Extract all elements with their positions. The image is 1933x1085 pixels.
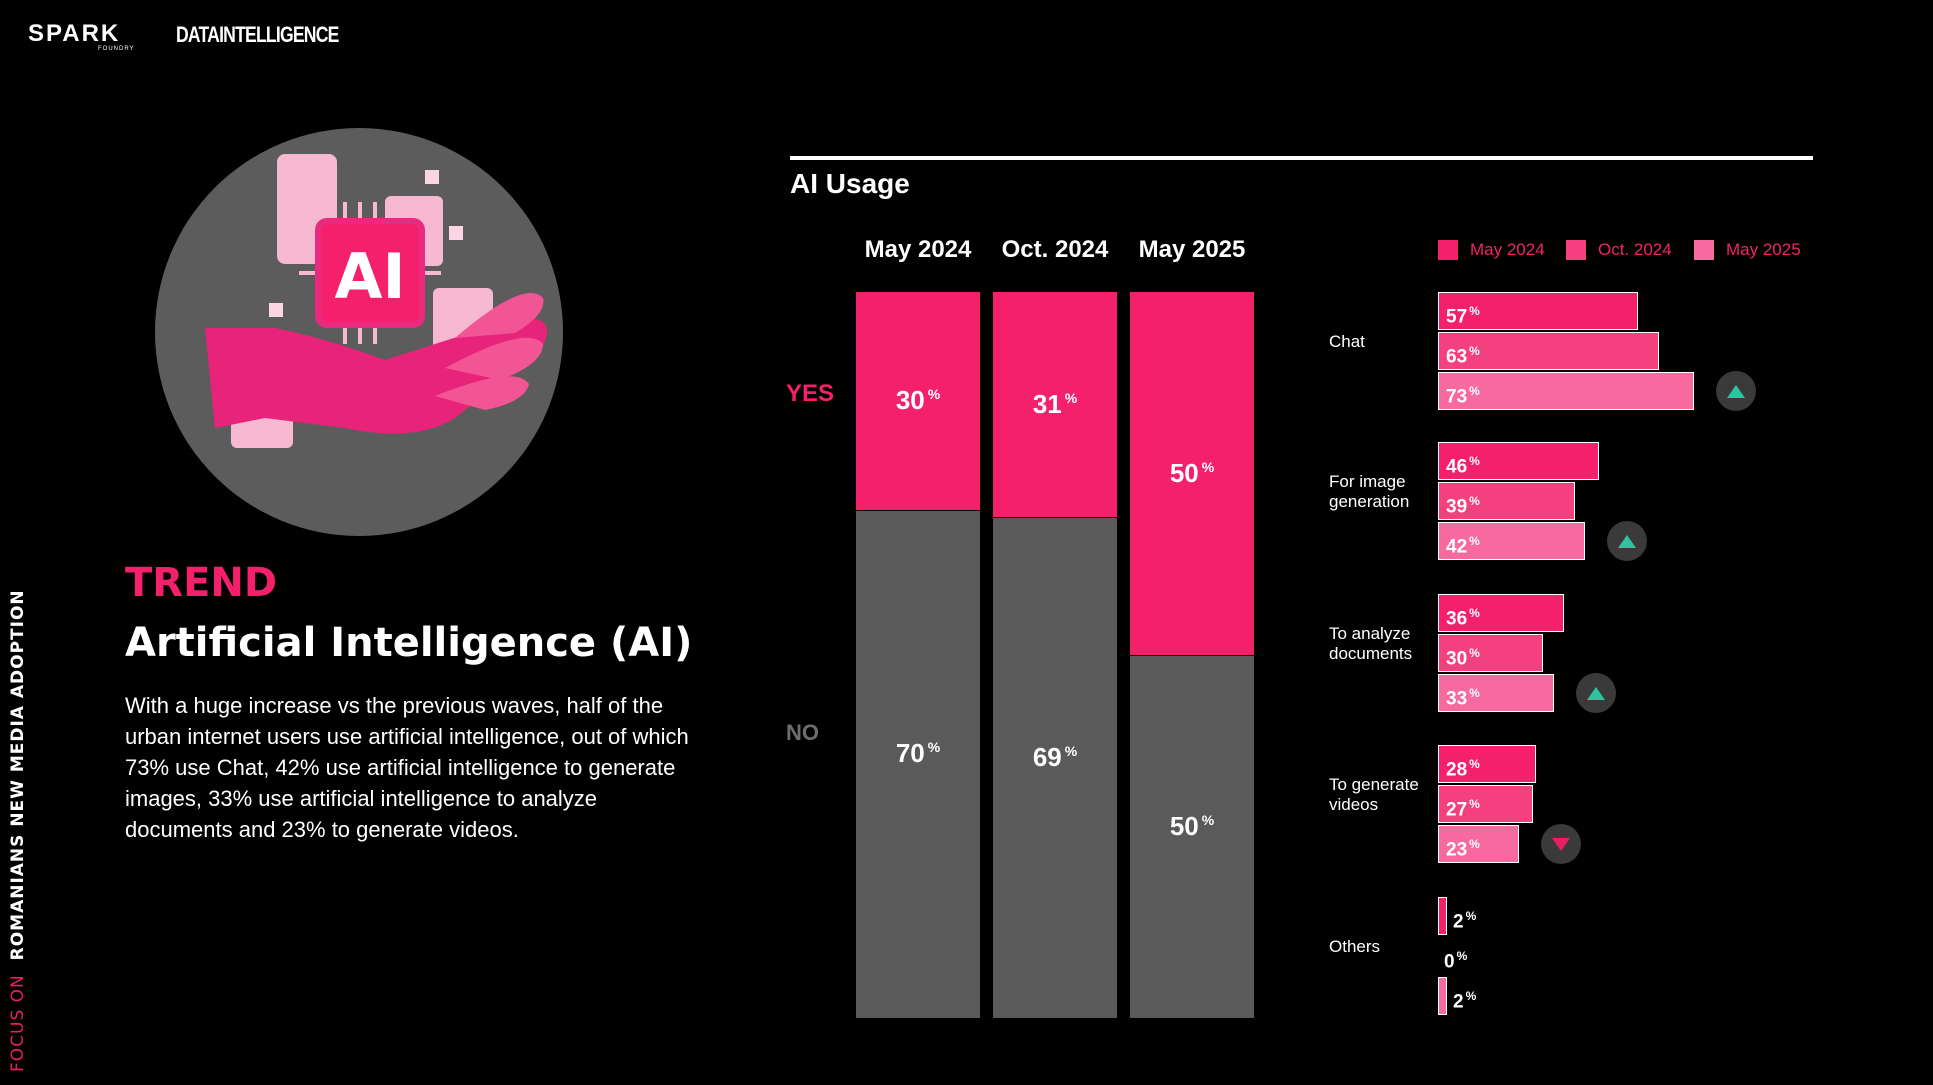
category-label: Others [1329,937,1381,956]
hbar [1438,674,1554,712]
legend-item: May 2024 [1438,240,1545,260]
trend-down-icon [1540,824,1581,864]
bar-segment-yes [1130,292,1254,655]
hbar-value-label: 42% [1446,534,1480,558]
hbar [1438,977,1447,1015]
category-label: To generate videos [1329,775,1419,814]
ai-chip-badge: AI [334,240,405,313]
spark-logo: SPARK [28,20,121,47]
hbar [1438,372,1694,410]
legend-label: May 2024 [1470,240,1545,259]
chart-title: AI Usage [790,168,910,199]
data-label-no: 50% [1169,810,1215,841]
trend-up-icon [1715,371,1756,411]
bar-segment-no [1130,656,1254,1018]
data-label-yes: 30% [895,384,941,415]
column-header: May 2024 [864,236,972,263]
hbar [1438,442,1599,480]
bar-segment-yes [856,292,980,510]
trend-up-icon [1607,521,1647,561]
hbar [1438,332,1659,370]
hbar [1438,897,1447,935]
legend-swatch [1694,240,1714,260]
stacked-column: 50% 50% [1130,292,1254,1018]
legend-swatch [1566,240,1586,260]
bar-segment-no [856,510,980,1018]
category-label: Chat [1329,332,1365,351]
side-caption-prefix: FOCUS ON [8,974,28,1072]
trend-label: TREND [125,560,278,606]
data-intelligence-logo: DATAINTELLIGENCE [176,22,339,47]
hbar-value-label: 39% [1446,494,1480,518]
hbar [1438,785,1533,823]
stacked-column: 30% 70% [856,292,980,1018]
column-header: May 2025 [1138,236,1246,263]
legend-label: May 2025 [1726,240,1801,259]
hbar-value-label: 57% [1446,304,1480,328]
trend-up-icon [1575,673,1616,713]
trend-description: With a huge increase vs the previous wav… [125,693,689,842]
hbar [1438,482,1575,520]
hbar-value-label: 63% [1446,344,1480,368]
series-label-no: NO [786,720,819,745]
bar-segment-yes [993,292,1117,518]
hbar [1438,825,1519,863]
category-label: For image generation [1329,472,1410,511]
side-caption: FOCUS ON ROMANIANS NEW MEDIA ADOPTION [8,589,28,1072]
hbar-value-label: 2% [1453,989,1477,1013]
trend-title: Artificial Intelligence (AI) [125,620,693,666]
hbar [1438,745,1536,783]
hbar [1438,292,1638,330]
legend-item: May 2025 [1694,240,1801,260]
hbar-value-label: 28% [1446,757,1480,781]
data-label-no: 69% [1032,741,1078,772]
series-label-yes: YES [786,380,835,407]
header-rule [790,156,1813,160]
category-label: To analyze documents [1329,624,1413,663]
robot-hand-ai-chip-icon: AI [205,154,548,448]
hbar-value-label: 23% [1446,837,1480,861]
hbar-value-label: 36% [1446,606,1480,630]
spark-logo-subtitle: FOUNDRY [98,46,135,52]
stacked-column: 31% 69% [993,292,1117,1018]
hbar-value-label: 73% [1446,384,1480,408]
hbar-value-label: 46% [1446,454,1480,478]
hbar [1438,634,1543,672]
hbar-value-label: 30% [1446,646,1480,670]
bar-segment-no [993,518,1117,1018]
column-header: Oct. 2024 [1001,236,1109,263]
hbar-value-label: 0% [1444,949,1468,973]
hbar-value-label: 33% [1446,686,1480,710]
side-caption-main: ROMANIANS NEW MEDIA ADOPTION [8,589,28,961]
ai-hand-illustration: AI [155,128,563,536]
data-label-yes: 31% [1032,388,1078,419]
hbar [1438,522,1585,560]
legend-label: Oct. 2024 [1598,240,1672,259]
hbar-value-label: 2% [1453,909,1477,933]
legend-item: Oct. 2024 [1566,240,1672,260]
hbar-value-label: 27% [1446,797,1480,821]
hbar [1438,594,1564,632]
legend-swatch [1438,240,1458,260]
data-label-no: 70% [895,737,941,768]
data-label-yes: 50% [1169,457,1215,488]
